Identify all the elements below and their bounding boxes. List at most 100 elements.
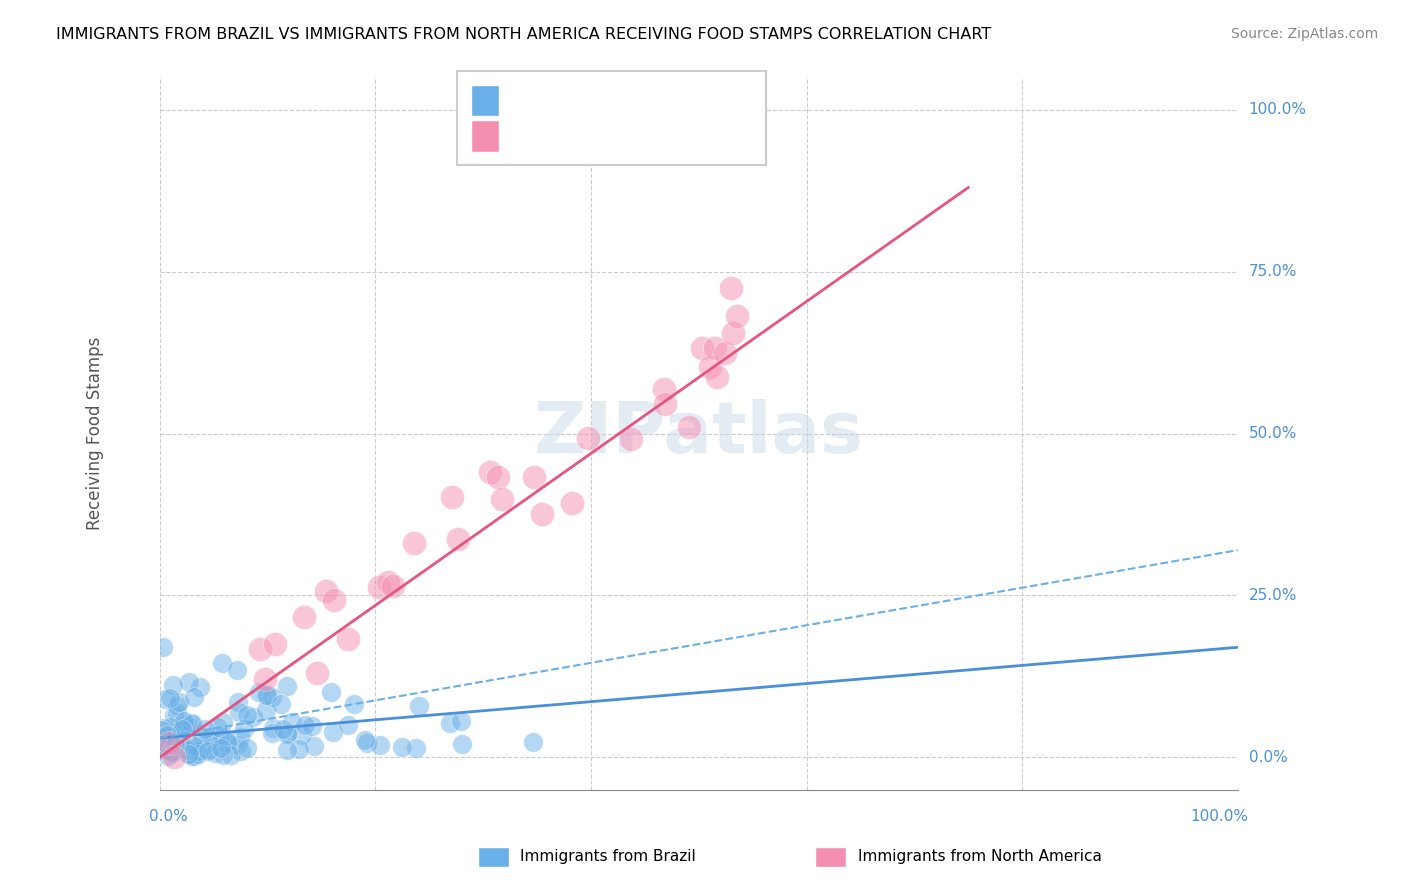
- Point: [217, 736, 239, 750]
- Point: [187, 747, 209, 761]
- Point: [576, 431, 599, 445]
- Point: [706, 370, 728, 384]
- Text: IMMIGRANTS FROM BRAZIL VS IMMIGRANTS FROM NORTH AMERICA RECEIVING FOOD STAMPS CO: IMMIGRANTS FROM BRAZIL VS IMMIGRANTS FRO…: [56, 27, 991, 42]
- Point: [703, 341, 725, 355]
- Point: [486, 470, 509, 484]
- Point: [187, 744, 209, 758]
- Point: [153, 692, 176, 706]
- Point: [408, 699, 430, 714]
- Point: [219, 747, 242, 762]
- Point: [368, 738, 391, 752]
- Point: [217, 735, 239, 749]
- Point: [166, 698, 188, 713]
- Point: [302, 739, 325, 753]
- Point: [159, 720, 181, 734]
- Point: [654, 382, 676, 396]
- Point: [725, 310, 748, 324]
- Point: [288, 742, 311, 756]
- Text: 100.0%: 100.0%: [1249, 103, 1306, 118]
- Point: [173, 714, 195, 728]
- Point: [212, 730, 235, 744]
- Point: [277, 726, 299, 740]
- Point: [188, 680, 211, 694]
- Point: [152, 723, 174, 737]
- Point: [714, 346, 737, 360]
- Point: [354, 733, 377, 747]
- Point: [198, 741, 221, 756]
- Point: [281, 714, 304, 729]
- Point: [204, 746, 226, 760]
- Text: 0.0%: 0.0%: [149, 809, 187, 824]
- Point: [167, 726, 190, 740]
- Text: 100.0%: 100.0%: [1191, 809, 1249, 824]
- Text: 0.0%: 0.0%: [1249, 750, 1288, 764]
- Point: [522, 735, 544, 749]
- Point: [152, 640, 174, 655]
- Point: [391, 739, 413, 754]
- Point: [531, 507, 554, 521]
- Point: [523, 470, 546, 484]
- Point: [262, 725, 284, 739]
- Point: [179, 743, 201, 757]
- Text: 25.0%: 25.0%: [1249, 588, 1296, 603]
- Point: [620, 433, 643, 447]
- Point: [249, 642, 271, 657]
- Point: [368, 580, 391, 594]
- Point: [211, 656, 233, 670]
- Point: [228, 705, 250, 719]
- Point: [402, 536, 425, 550]
- Point: [207, 731, 229, 745]
- Point: [450, 714, 472, 729]
- Point: [447, 532, 470, 546]
- Point: [172, 722, 194, 736]
- Point: [150, 740, 173, 755]
- Point: [654, 397, 676, 411]
- Point: [212, 714, 235, 729]
- Point: [180, 742, 202, 756]
- Point: [561, 496, 583, 510]
- Point: [162, 739, 184, 754]
- Point: [177, 719, 200, 733]
- Point: [156, 749, 179, 764]
- Point: [262, 690, 284, 705]
- Point: [155, 741, 177, 756]
- Point: [343, 698, 366, 712]
- Point: [270, 698, 292, 712]
- Point: [305, 666, 328, 681]
- Point: [228, 695, 250, 709]
- Point: [321, 685, 343, 699]
- Point: [163, 707, 186, 722]
- Point: [699, 360, 721, 375]
- Point: [169, 735, 191, 749]
- Point: [236, 708, 259, 723]
- Point: [183, 690, 205, 705]
- Text: Immigrants from North America: Immigrants from North America: [858, 849, 1101, 863]
- Point: [356, 736, 378, 750]
- Text: 50.0%: 50.0%: [1249, 426, 1296, 442]
- Point: [381, 579, 404, 593]
- Point: [236, 740, 259, 755]
- Point: [181, 717, 204, 731]
- Point: [157, 736, 180, 750]
- Point: [232, 722, 254, 736]
- Point: [242, 710, 264, 724]
- Point: [315, 583, 337, 598]
- Point: [209, 741, 232, 756]
- Point: [167, 695, 190, 709]
- Point: [155, 743, 177, 757]
- Point: [440, 490, 463, 504]
- Point: [176, 743, 198, 757]
- Point: [197, 735, 219, 749]
- Point: [229, 730, 252, 744]
- Point: [262, 721, 284, 735]
- Point: [180, 749, 202, 764]
- Point: [247, 685, 270, 699]
- Point: [180, 747, 202, 762]
- Point: [439, 716, 461, 731]
- Point: [294, 717, 316, 731]
- Point: [183, 748, 205, 763]
- Point: [226, 738, 249, 752]
- Point: [197, 744, 219, 758]
- Point: [721, 326, 744, 340]
- Point: [163, 745, 186, 759]
